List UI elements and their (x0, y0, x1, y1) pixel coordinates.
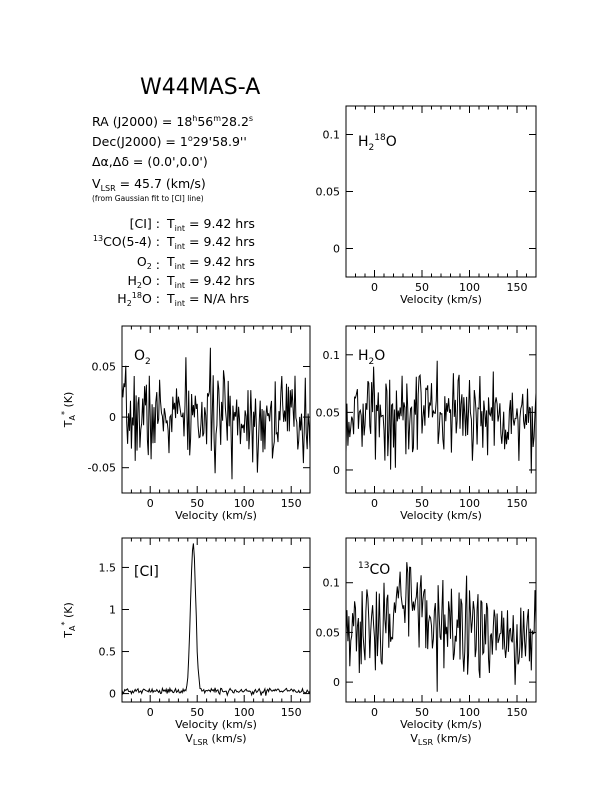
y-tick-label: 0.05 (92, 360, 117, 373)
panel-h2o: 0 50 100 150 0 0.05 0.1 Velocity (km/s) H2O (316, 325, 537, 522)
y-tick-label: 1.5 (99, 561, 117, 574)
x-tick-label: 0 (371, 281, 378, 294)
y-axis-label: TA* (K) (60, 392, 77, 429)
y-tick-label: 0 (333, 676, 340, 689)
figure-title: W44MAS-A (140, 75, 260, 100)
ra-coordinate: RA (J2000) = 18h56m28.2s (92, 114, 253, 129)
y-tick-label: 0.1 (323, 129, 341, 142)
x-tick-label: 0 (147, 497, 154, 510)
y-tick-label: 0.05 (316, 186, 341, 199)
spectrum-line (121, 347, 311, 480)
integration-label: [CI] : (130, 216, 160, 231)
plot-frame (345, 105, 537, 278)
panel-label: 13CO (358, 561, 390, 578)
panel-label: [CI] (134, 564, 159, 580)
vlsr-value: VLSR = 45.7 (km/s) (92, 176, 206, 193)
x-tick-label: 100 (234, 706, 255, 719)
x-tick-label: 100 (234, 497, 255, 510)
y-tick-label: 0 (333, 464, 340, 477)
y-tick-label: 0.5 (99, 646, 117, 659)
x-tick-label: 150 (507, 497, 528, 510)
x-tick-label: 50 (190, 497, 204, 510)
x-tick-label: 0 (371, 706, 378, 719)
y-tick-label: 0 (109, 411, 116, 424)
x-axis-label-vlsr: VLSR (km/s) (410, 732, 471, 747)
integration-time: Tint = 9.42 hrs (166, 216, 255, 233)
x-tick-label: 100 (459, 497, 480, 510)
x-tick-label: 150 (507, 706, 528, 719)
x-axis-label: Velocity (km/s) (400, 509, 482, 522)
integration-times: [CI] : Tint = 9.42 hrs 13CO(5-4) : Tint = 9… (93, 216, 255, 308)
integration-label: 13CO(5-4) : (93, 234, 160, 249)
integration-time: Tint = 9.42 hrs (166, 273, 255, 290)
panel-o2: 0 50 100 150 -0.05 0 0.05 Velocity (km/s) TA* (K… (60, 325, 311, 522)
panel-label: H2O (358, 348, 385, 367)
x-axis-label: Velocity (km/s) (175, 509, 257, 522)
x-tick-label: 150 (281, 706, 302, 719)
x-tick-label: 150 (281, 497, 302, 510)
x-tick-label: 50 (190, 706, 204, 719)
panel-co13: 0 50 100 150 0 0.05 0.1 Velocity (km/s)VLSR (km… (316, 537, 537, 747)
plot-frame (121, 537, 311, 703)
y-tick-label: 1 (109, 603, 116, 616)
x-tick-label: 100 (459, 281, 480, 294)
spectrum-line (345, 360, 537, 474)
dec-coordinate: Dec(J2000) = 1o29'58.9'' (92, 134, 247, 149)
integration-label: O2 : (137, 254, 160, 272)
integration-label: H218O : (117, 291, 160, 308)
x-tick-label: 0 (371, 497, 378, 510)
integration-time: Tint = 9.42 hrs (166, 234, 255, 251)
panel-label: O2 (134, 348, 151, 367)
integration-time: Tint = N/A hrs (166, 291, 249, 308)
x-axis-label: Velocity (km/s) (175, 718, 257, 731)
x-axis-label: Velocity (km/s) (400, 718, 482, 731)
y-tick-label: 0 (109, 688, 116, 701)
x-tick-label: 50 (415, 706, 429, 719)
panel-label: H218O (358, 133, 397, 153)
y-tick-label: 0 (333, 243, 340, 256)
integration-label: H2O : (127, 273, 160, 290)
y-tick-label: 0.05 (316, 406, 341, 419)
spectrum-line (345, 562, 537, 692)
x-tick-label: 0 (147, 706, 154, 719)
integration-time: Tint = 9.42 hrs (166, 254, 255, 271)
y-tick-label: -0.05 (88, 462, 116, 475)
y-axis-label: TA* (K) (60, 602, 77, 639)
y-tick-label: 0.1 (323, 577, 341, 590)
spectrum-line (121, 543, 311, 697)
panel-h218o: 0 50 100 150 0 0.05 0.1 Velocity (km/s) H218O (316, 105, 537, 306)
y-tick-label: 0.1 (323, 349, 341, 362)
position-offset: Δα,Δδ = (0.0',0.0') (92, 154, 208, 169)
y-tick-label: 0.05 (316, 626, 341, 639)
vlsr-note: (from Gaussian fit to [CI] line) (92, 194, 204, 203)
x-tick-label: 100 (459, 706, 480, 719)
x-tick-label: 50 (415, 497, 429, 510)
panel-ci: 0 50 100 150 0 0.5 1 1.5 Velocity (km/s)VLSR (km… (60, 537, 311, 747)
x-axis-label: Velocity (km/s) (400, 293, 482, 306)
x-axis-label-vlsr: VLSR (km/s) (185, 732, 246, 747)
x-tick-label: 50 (415, 281, 429, 294)
x-tick-label: 150 (507, 281, 528, 294)
